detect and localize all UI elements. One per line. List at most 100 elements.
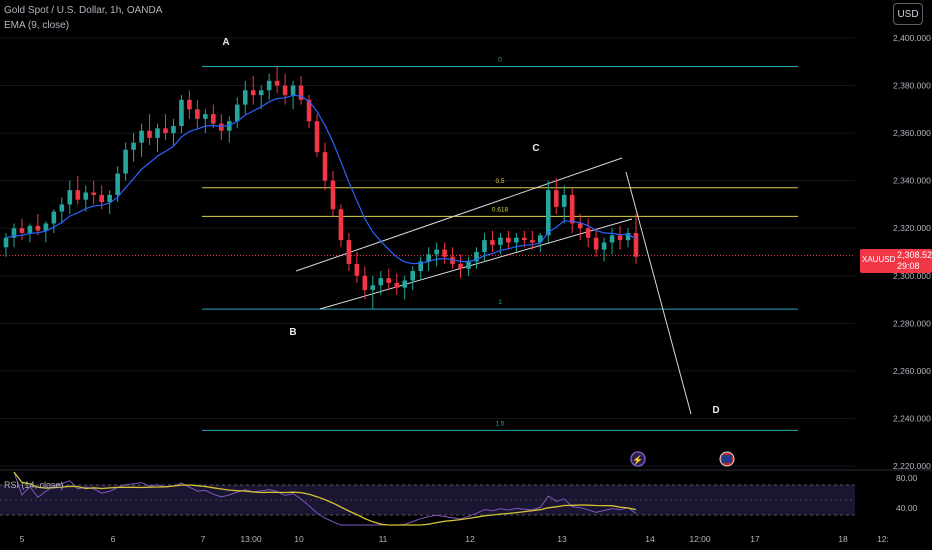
- candle-body: [410, 271, 416, 281]
- fib-level-label: 0.5: [495, 178, 504, 185]
- candle-body: [306, 99, 312, 122]
- last-price-tag: XAUUSD 2,308.525 29:08: [860, 249, 932, 273]
- candle-body: [474, 252, 479, 262]
- candle-body: [107, 194, 112, 203]
- fib-level-label: 0: [498, 57, 502, 64]
- fib-retracement: 0 0.5 0.618 1 1.5: [0, 57, 855, 431]
- candle-body: [601, 242, 607, 250]
- time-tick-label: 5: [20, 534, 25, 544]
- event-us-flag-canton: [722, 455, 732, 463]
- price-tick-label: 2,360.000: [893, 128, 931, 138]
- candle-body: [91, 192, 97, 195]
- candle-body: [147, 130, 152, 138]
- candle-body: [51, 211, 57, 224]
- candle-body: [314, 121, 320, 153]
- candle-body: [522, 237, 527, 241]
- candle-body: [11, 228, 17, 238]
- price-tick-label: 2,220.000: [893, 461, 931, 471]
- candle-body: [322, 152, 328, 181]
- wave-label-d: D: [712, 405, 719, 416]
- rsi-lower-label: 40.00: [896, 503, 918, 513]
- candle-body: [83, 192, 89, 200]
- candle-body: [354, 263, 360, 276]
- ema-legend[interactable]: EMA (9, close): [4, 20, 70, 31]
- time-tick-label: 14: [645, 534, 655, 544]
- candle-body: [442, 249, 447, 257]
- candle-body: [514, 237, 519, 243]
- candle-body: [577, 223, 583, 229]
- rsi-pane: 80.00 40.00: [0, 469, 932, 526]
- price-tick-label: 2,260.000: [893, 366, 931, 376]
- time-tick-label: 13: [557, 534, 567, 544]
- price-tick-label: 2,280.000: [893, 318, 931, 328]
- candle-body: [418, 261, 423, 272]
- candle-body: [258, 90, 264, 96]
- event-flash-glyph: ⚡: [632, 454, 643, 466]
- fib-level-label: 1.5: [495, 420, 504, 427]
- candle-body: [75, 190, 81, 200]
- chart-title: Gold Spot / U.S. Dollar, 1h, OANDA: [4, 5, 163, 16]
- candle-body: [585, 228, 591, 238]
- chart-grid: [0, 37, 855, 467]
- candle-body: [59, 204, 65, 212]
- time-tick-label: 11: [379, 534, 388, 544]
- candle-body: [561, 194, 567, 207]
- ema-polyline: [5, 94, 637, 265]
- candle-body: [426, 254, 431, 262]
- price-tag-price: 2,308.525: [897, 250, 932, 260]
- candle-body: [466, 261, 471, 269]
- candle-body: [458, 263, 463, 269]
- candle-body: [538, 235, 543, 243]
- currency-button[interactable]: USD: [893, 3, 923, 25]
- candle-body: [609, 235, 615, 243]
- rsi-band: [0, 485, 855, 515]
- candle-body: [545, 190, 551, 236]
- ema-line: [5, 94, 637, 265]
- fib-level-label: 1: [498, 299, 502, 306]
- candle-body: [171, 125, 176, 134]
- event-markers: ⚡: [630, 451, 735, 467]
- candle-body: [274, 80, 280, 86]
- candlestick-series: [3, 66, 639, 310]
- candle-body: [19, 228, 25, 233]
- candle-body: [569, 194, 575, 224]
- candle-body: [370, 285, 376, 291]
- candle-body: [35, 225, 41, 231]
- candle-body: [131, 142, 136, 150]
- candle-body: [386, 278, 392, 283]
- price-tag-symbol: XAUUSD: [862, 255, 896, 264]
- time-tick-label: 6: [111, 534, 116, 544]
- candle-body: [298, 85, 304, 100]
- candle-body: [625, 232, 631, 241]
- wave-label-b: B: [289, 327, 296, 338]
- candle-body: [115, 173, 120, 195]
- candle-body: [450, 256, 455, 264]
- candle-body: [250, 90, 256, 96]
- candle-body: [633, 232, 639, 257]
- candle-body: [490, 240, 495, 245]
- candle-body: [242, 90, 248, 105]
- candle-body: [43, 223, 49, 231]
- time-tick-label: 13:00: [240, 534, 262, 544]
- candle-body: [482, 240, 487, 252]
- candle-body: [155, 128, 160, 138]
- rsi-legend[interactable]: RSI (14, close): [4, 480, 64, 490]
- candle-body: [27, 225, 33, 233]
- rsi-ma-line: [13, 471, 637, 526]
- candle-body: [338, 209, 344, 241]
- candle-body: [378, 278, 384, 286]
- time-tick-label: 7: [201, 534, 206, 544]
- candle-body: [123, 149, 128, 174]
- time-axis: 5 6 7 13:00 10 11 12 13 14 12:00 17 18 12:: [20, 534, 889, 544]
- candle-body: [530, 240, 535, 243]
- projection-line: [625, 171, 692, 415]
- fib-level-label: 0.618: [492, 206, 509, 213]
- channel-lower-line: [319, 218, 633, 310]
- candle-body: [179, 99, 184, 126]
- candle-body: [346, 240, 352, 264]
- price-tick-label: 2,240.000: [893, 413, 931, 423]
- candle-body: [553, 190, 559, 207]
- candle-body: [290, 85, 296, 96]
- candle-body: [163, 128, 168, 134]
